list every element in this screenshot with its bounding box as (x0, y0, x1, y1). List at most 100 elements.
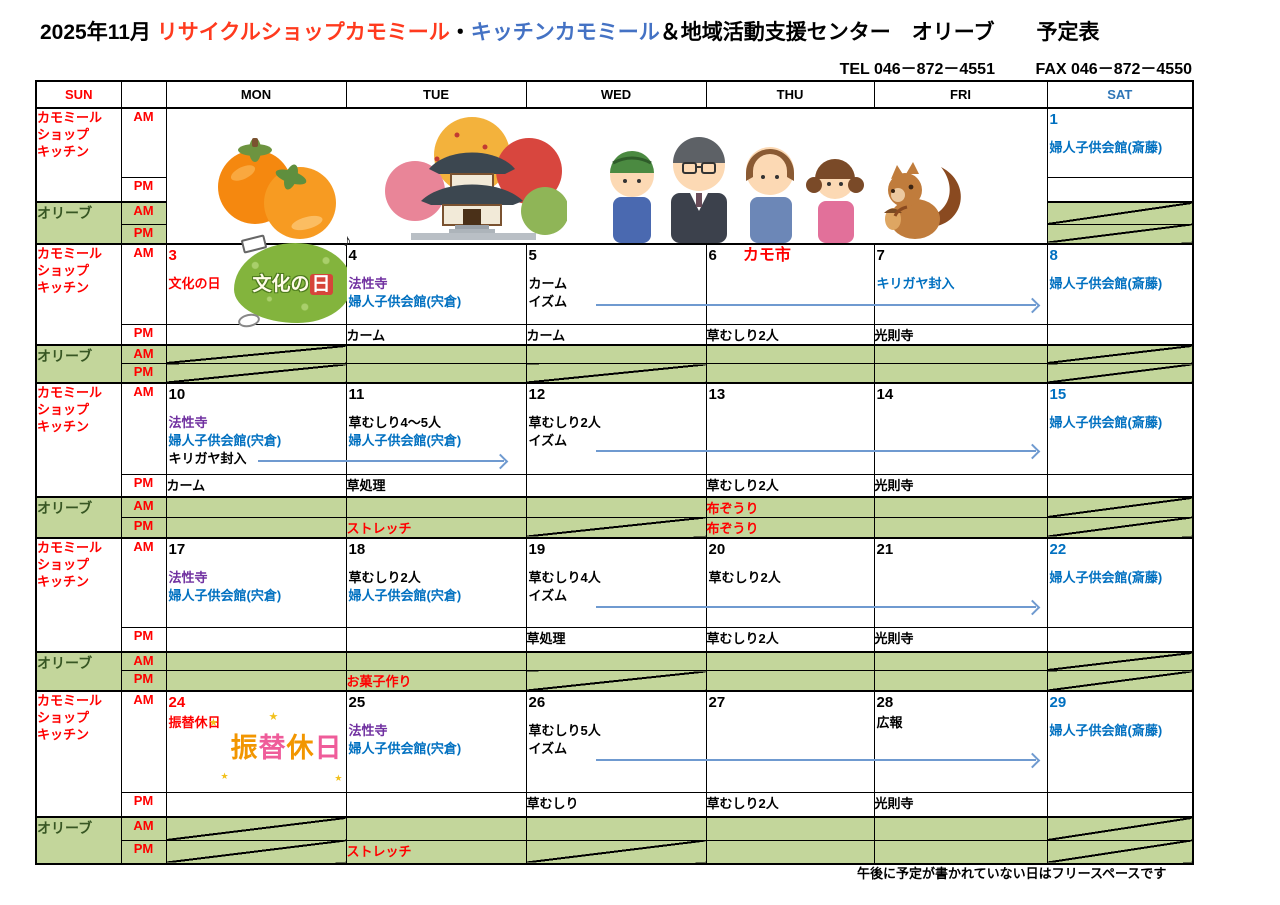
cell-nov29-am: 29 婦人子供会館(斎藤) (1046, 690, 1194, 793)
cell-nov27-pm: 草むしり2人 (705, 791, 875, 818)
cell-nov4-olive-am (345, 343, 527, 364)
cell-nov10-pm: カーム (165, 474, 347, 497)
cell-nov7-olive-am (873, 343, 1048, 364)
cell-nov25-pm (345, 791, 527, 818)
cell-nov6-olive-pm (705, 363, 875, 383)
chamomile-label-line2: ショップ (37, 710, 90, 725)
pm-label: PM (120, 323, 167, 345)
cell-nov27-am: 27 (705, 690, 875, 793)
chamomile-label: カモミール ショップ キッチン (35, 536, 122, 652)
entry-nov5-am1: カーム (528, 276, 568, 291)
cell-nov4-am: 4 法性寺 婦人子供会館(宍倉) (345, 243, 527, 325)
cell-nov19-olive-pm (525, 670, 707, 692)
week5-olive-pm-row: PM ストレッチ (36, 839, 1194, 865)
cell-nov24-pm (165, 791, 347, 818)
header-thu: THU (705, 80, 875, 109)
chamomile-label: カモミール ショップ キッチン (35, 381, 122, 497)
cell-nov17-am: 17 法性寺 婦人子供会館(宍倉) (165, 536, 347, 628)
fax-number: FAX 046－872－4550 (1035, 61, 1192, 78)
cell-nov25-olive-pm: ストレッチ (345, 839, 527, 865)
cell-nov7-pm: 光則寺 (873, 323, 1048, 345)
header-fri: FRI (873, 80, 1048, 109)
substitute-holiday-badge: ★ ★ ★ ★ ★ 振替休日 (209, 711, 361, 783)
cell-nov28-olive-pm (873, 839, 1048, 865)
cell-nov7-olive-pm (873, 363, 1048, 383)
star-icon: ★ (268, 711, 279, 723)
cell-nov29-pm (1046, 791, 1194, 818)
cell-nov22-olive-pm (1046, 670, 1194, 692)
squirrel-acorn-illustration (877, 159, 972, 243)
entry-nov25-am2: 婦人子供会館(宍倉) (348, 741, 462, 756)
badge-char: 日 (314, 733, 343, 763)
date-nov25: 25 (348, 694, 366, 711)
star-icon: ★ (208, 717, 219, 729)
badge-text-part1: 文化の (252, 274, 310, 295)
date-nov15: 15 (1049, 385, 1067, 403)
cell-nov20-olive-am (705, 650, 875, 671)
title-separator: ・ (449, 21, 471, 44)
cell-nov12-olive-pm (525, 516, 707, 538)
cell-nov14-olive-pm (873, 516, 1048, 538)
week1-pm-row: PM (36, 176, 1194, 203)
cell-nov17-olive-pm (165, 670, 347, 692)
header-blank (120, 80, 167, 109)
date-nov8: 8 (1049, 247, 1058, 264)
cell-nov13-pm: 草むしり2人 (705, 474, 875, 497)
cell-nov22-pm (1046, 627, 1194, 652)
header-sat: SAT (1046, 80, 1194, 109)
date-nov22: 22 (1049, 540, 1067, 558)
continuation-arrow-week5 (596, 759, 1036, 761)
kamo-market-event: カモ市 (742, 247, 791, 264)
cell-nov22-am: 22 婦人子供会館(斎藤) (1046, 536, 1194, 628)
cell-nov1-olive-pm (1046, 223, 1194, 245)
olive-am-label: AM (120, 343, 167, 364)
chamomile-label-line1: カモミール (37, 693, 103, 708)
entry-nov20-am: 草むしり2人 (708, 569, 781, 585)
star-icon: ★ (334, 773, 343, 783)
cell-nov12-pm (525, 474, 707, 497)
olive-label: オリーブ (35, 495, 122, 538)
contact-line: TEL 046－872－4551 FAX 046－872－4550 (0, 55, 1192, 79)
cell-nov15-pm (1046, 474, 1194, 497)
cell-nov26-olive-pm (525, 839, 707, 865)
am-label: AM (120, 536, 167, 628)
date-nov1: 1 (1049, 111, 1058, 128)
week3-pm-row: PM カーム 草処理 草むしり2人 光則寺 (36, 474, 1194, 497)
cell-nov18-olive-pm: お菓子作り (345, 670, 527, 692)
chamomile-label-line3: キッチン (37, 573, 90, 589)
date-nov14: 14 (876, 385, 894, 403)
pm-label: PM (120, 474, 167, 497)
persimmons-illustration (207, 135, 347, 241)
date-nov10: 10 (168, 385, 186, 403)
week3-olive-am-row: オリーブ AM 布ぞうり (35, 495, 1194, 538)
cell-nov28-am: 28 広報 (873, 690, 1048, 793)
cell-nov17-olive-am (165, 650, 347, 671)
olive-label: オリーブ (35, 343, 122, 383)
cell-nov5-pm: カーム (525, 323, 707, 345)
entry-nov1-am: 婦人子供会館(斎藤) (1049, 140, 1163, 155)
date-nov28: 28 (876, 694, 894, 711)
cell-nov18-am: 18 草むしり2人 婦人子供会館(宍倉) (345, 536, 527, 628)
entry-nov12-am1: 草むしり2人 (528, 414, 601, 430)
olive-pm-label: PM (120, 839, 167, 865)
cell-nov29-olive-am (1046, 816, 1194, 841)
cell-nov12-am: 12 草むしり2人 イズム (525, 381, 707, 475)
cell-nov1-olive-am (1046, 201, 1194, 225)
week2-olive-pm-row: PM (36, 363, 1194, 383)
badge-char: 替 (258, 733, 287, 763)
cell-nov18-olive-am (345, 650, 527, 671)
week2-am-row: カモミール ショップ キッチン AM 3 文化の日 ♪ 文化の日 4 法性寺 (35, 231, 1194, 345)
chamomile-label-line3: キッチン (37, 418, 90, 434)
cell-nov3-am: 3 文化の日 ♪ 文化の日 (165, 231, 352, 330)
cell-nov6-pm: 草むしり2人 (705, 323, 875, 345)
week1-illustration-cell (165, 107, 1048, 245)
date-nov13: 13 (708, 385, 726, 403)
cell-nov8-olive-am (1046, 343, 1194, 364)
entry-nov3-holiday: 文化の日 (168, 276, 221, 291)
cell-nov22-olive-am (1046, 650, 1194, 671)
entry-nov10-am3: キリガヤ封入 (168, 450, 247, 466)
date-nov7: 7 (876, 247, 885, 264)
entry-nov25-am1: 法性寺 (348, 723, 388, 738)
star-icon: ★ (220, 771, 229, 781)
